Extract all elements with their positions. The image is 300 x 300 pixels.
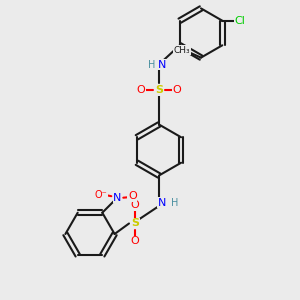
Text: N: N	[113, 193, 122, 203]
Text: O: O	[130, 236, 140, 247]
Text: O: O	[136, 85, 146, 95]
Text: N: N	[158, 197, 166, 208]
Text: O: O	[128, 191, 137, 201]
Text: N: N	[158, 59, 166, 70]
Text: O: O	[172, 85, 182, 95]
Text: S: S	[155, 85, 163, 95]
Text: O: O	[130, 200, 140, 211]
Text: O⁻: O⁻	[94, 190, 107, 200]
Text: H: H	[171, 197, 178, 208]
Text: H: H	[148, 59, 155, 70]
Text: Cl: Cl	[235, 16, 246, 26]
Text: CH₃: CH₃	[174, 46, 190, 55]
Text: S: S	[131, 218, 139, 229]
